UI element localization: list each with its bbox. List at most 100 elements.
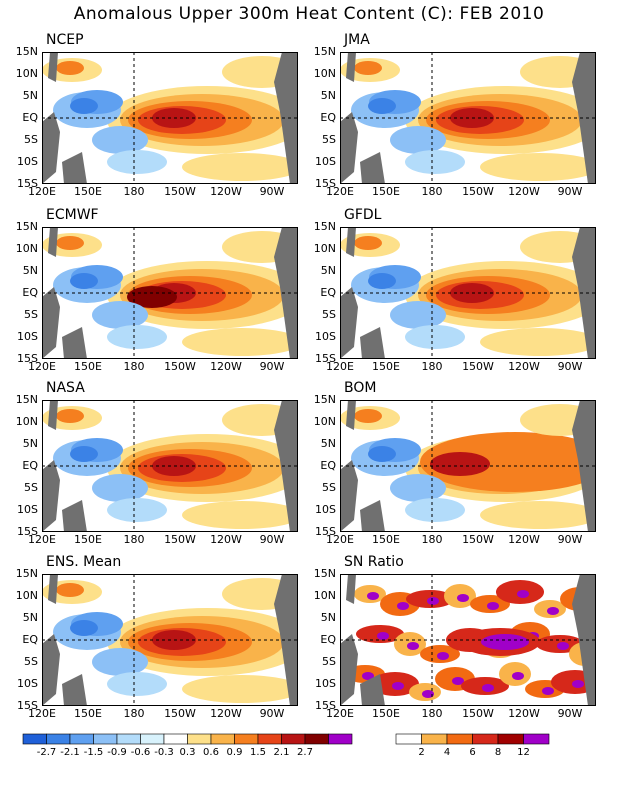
lat-label: 15S [17,352,38,365]
anomaly-colorbar-swatch [281,733,306,745]
lon-label: 120W [508,185,540,198]
anomaly-colorbar-swatch [210,733,235,745]
lat-label: EQ [320,111,336,124]
lon-label: 90W [557,533,583,546]
lon-label: 150E [372,360,400,373]
sn-colorbar-swatch [523,733,550,745]
lat-label: 10N [313,589,336,602]
anomaly-colorbar-swatch [22,733,47,745]
lat-label: 10S [315,330,336,343]
sn-colorbar-label: 2 [418,747,425,758]
lat-label: 5N [320,264,336,277]
lat-label: 5S [322,481,336,494]
lon-label: 120E [326,360,354,373]
anomaly-colorbar-label: 0.9 [226,747,243,758]
lat-label: 5S [24,481,38,494]
panel-label-nasa: NASA [46,380,85,396]
panel-label-bom: BOM [344,380,377,396]
lon-label: 120E [28,360,56,373]
lat-label: 15S [315,525,336,538]
lat-label: 15S [315,352,336,365]
lat-label: 10S [17,330,38,343]
anomaly-colorbar-label: -2.1 [60,747,80,758]
lat-label: 15N [15,45,38,58]
map-panel-nasa [42,400,298,532]
anomaly-colorbar-label: -2.7 [36,747,57,758]
sn-colorbar-swatch [472,733,499,745]
anomaly-colorbar-label: 2.7 [297,747,313,758]
lon-label: 120W [508,707,540,720]
anomaly-colorbar-swatch [163,733,188,745]
lat-label: EQ [22,459,38,472]
lat-label: 10S [17,503,38,516]
panel-label-jma: JMA [344,32,370,48]
lon-label: 150E [74,360,102,373]
lon-label: 120E [326,185,354,198]
lon-label: 180 [123,533,145,546]
anomaly-colorbar-swatch [187,733,212,745]
lon-label: 150W [462,533,494,546]
sn-colorbar-swatch [421,733,448,745]
map-panel-sn [340,574,596,706]
lat-label: 10S [17,677,38,690]
lat-label: EQ [320,459,336,472]
lon-label: 120E [28,707,56,720]
lat-label: 5N [320,437,336,450]
lon-label: 120W [210,360,242,373]
lat-label: 5S [24,133,38,146]
lat-label: 15N [15,567,38,580]
lon-label: 150W [462,360,494,373]
lat-label: 5N [22,89,38,102]
lat-label: 10N [313,67,336,80]
lon-label: 90W [259,360,285,373]
lon-label: 120E [326,707,354,720]
lon-label: 120W [210,533,242,546]
map-panel-gfdl [340,227,596,359]
lat-label: EQ [320,286,336,299]
anomaly-colorbar-label: 1.5 [250,747,266,758]
lon-label: 180 [421,185,443,198]
lon-label: 150E [74,707,102,720]
lat-label: EQ [22,286,38,299]
lat-label: EQ [22,111,38,124]
lon-label: 120E [28,185,56,198]
map-panel-bom [340,400,596,532]
lon-label: 90W [259,185,285,198]
lon-label: 150E [74,185,102,198]
lat-label: 10S [315,503,336,516]
lon-label: 90W [557,707,583,720]
anomaly-colorbar [22,733,353,745]
panel-label-ncep: NCEP [46,32,84,48]
anomaly-colorbar-label: -0.9 [107,747,127,758]
map-panel-ncep [42,52,298,184]
anomaly-colorbar-swatch [234,733,259,745]
anomaly-colorbar-swatch [93,733,118,745]
lon-label: 180 [123,707,145,720]
lon-label: 150E [74,533,102,546]
sn-colorbar-label: 8 [494,747,502,758]
lon-label: 150W [462,185,494,198]
lat-label: 10N [15,589,38,602]
page-title: Anomalous Upper 300m Heat Content (C): F… [73,4,545,24]
lon-label: 150W [462,707,494,720]
lat-label: 15N [313,220,336,233]
lat-label: 5N [320,89,336,102]
panel-label-sn: SN Ratio [344,554,404,570]
lat-label: EQ [22,633,38,646]
lat-label: 10N [313,242,336,255]
lat-label: EQ [320,633,336,646]
anomaly-colorbar-label: 0.6 [203,747,219,758]
lon-label: 150W [164,533,196,546]
lon-label: 120W [210,185,242,198]
sn-colorbar-label: 6 [469,747,476,758]
sn-colorbar-swatch [395,733,422,745]
lat-label: 10N [15,242,38,255]
lon-label: 90W [259,707,285,720]
lon-label: 150E [372,533,400,546]
lon-label: 180 [123,185,145,198]
lon-label: 150E [372,707,400,720]
lon-label: 150W [164,360,196,373]
sn-colorbar [395,733,550,745]
anomaly-colorbar-swatch [304,733,329,745]
lat-label: 15S [315,177,336,190]
